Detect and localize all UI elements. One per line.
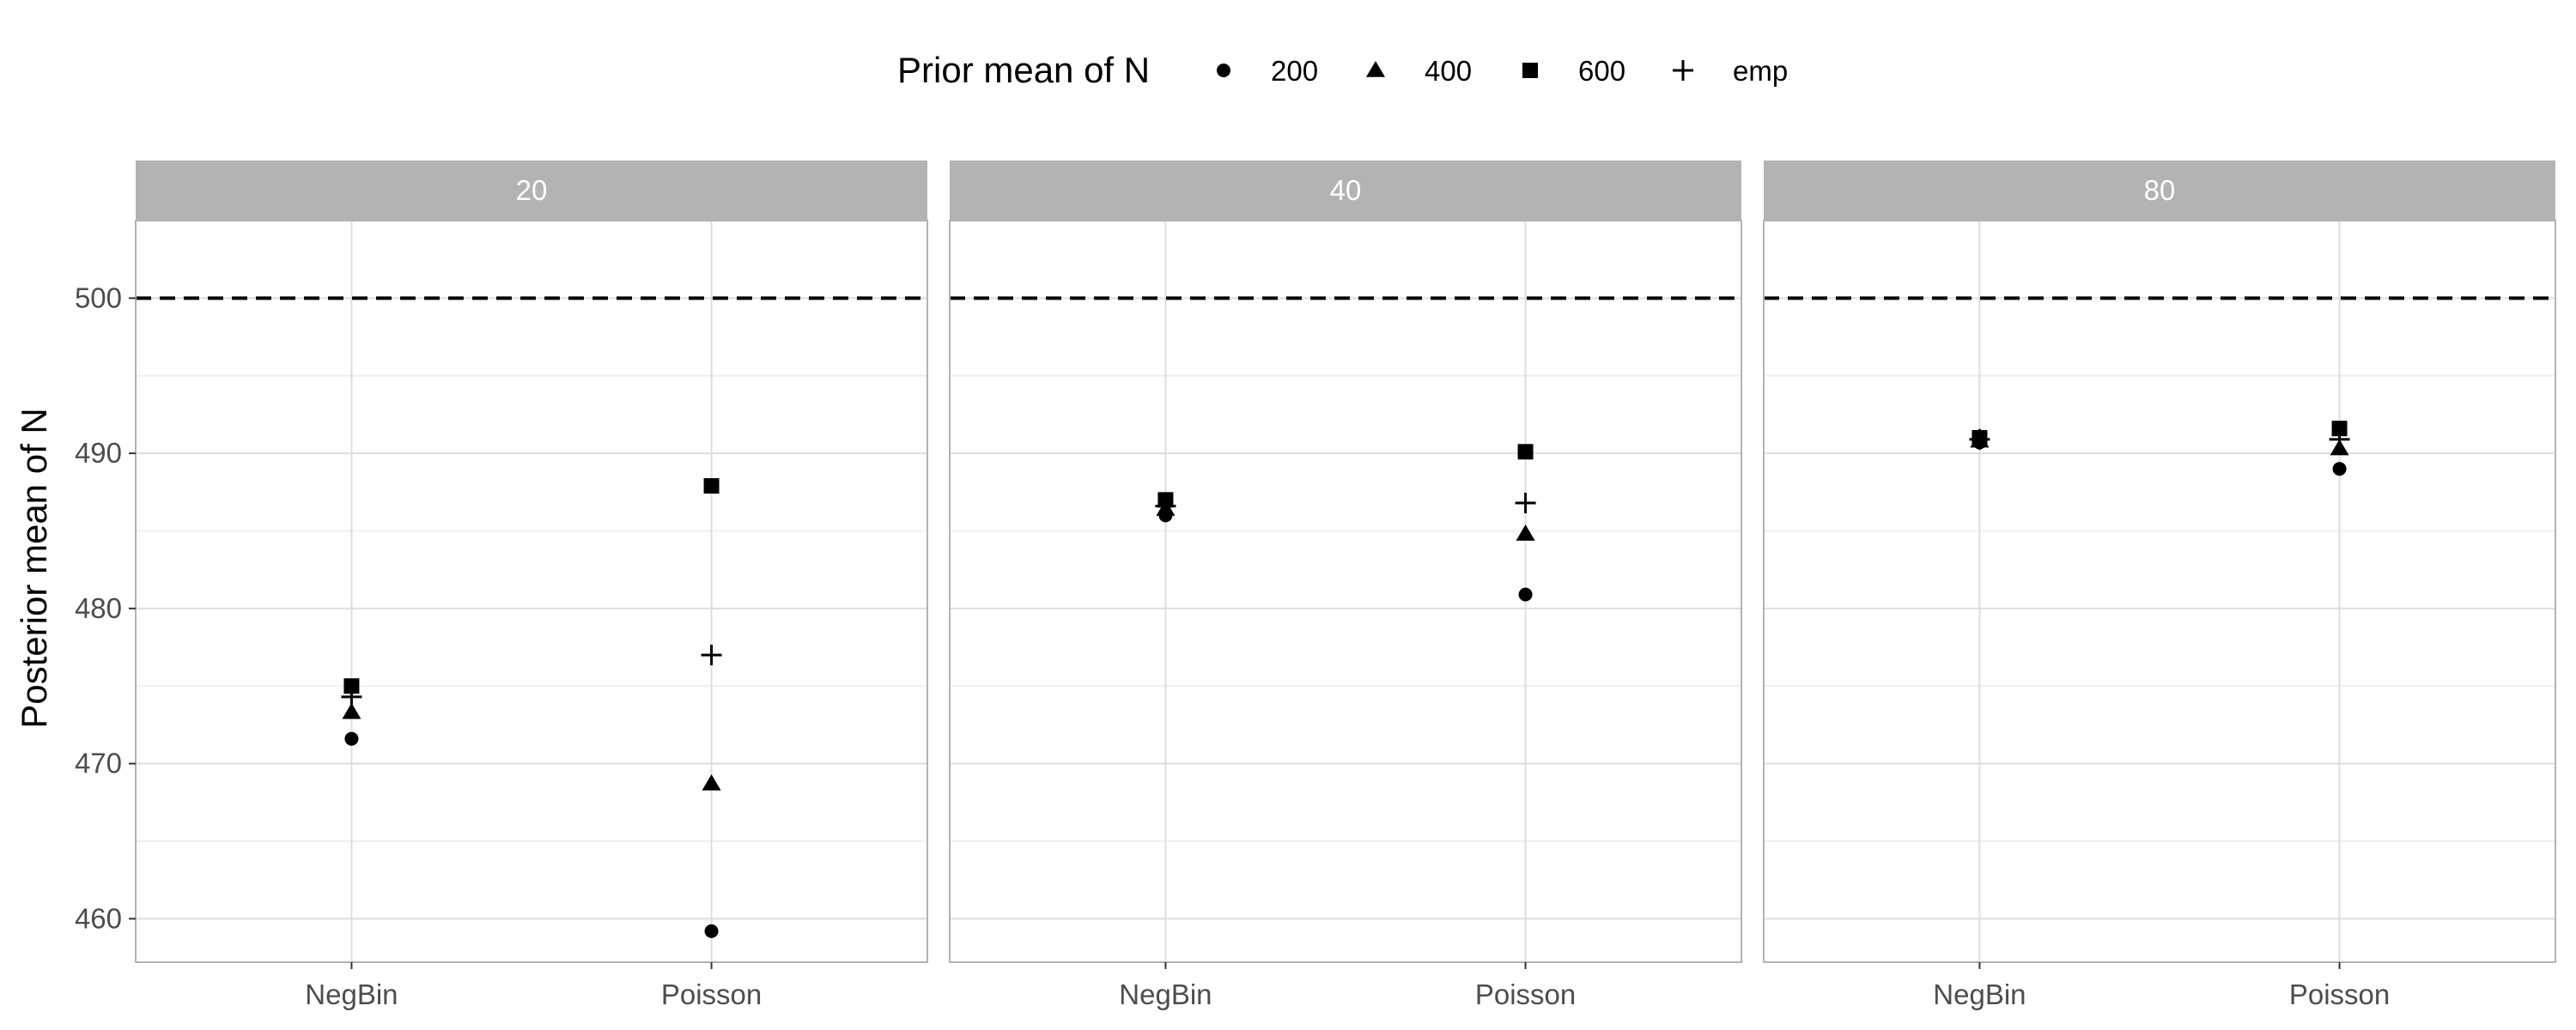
- data-point-Poisson-200: [2332, 462, 2347, 476]
- x-tick-label: Poisson: [661, 978, 762, 1010]
- legend-entry-600: 600: [1522, 55, 1625, 87]
- data-point-NegBin-emp: [1155, 495, 1176, 517]
- facet-strip: [1764, 161, 2555, 221]
- data-point-NegBin-400: [342, 702, 361, 719]
- legend-entry-200: 200: [1217, 55, 1318, 87]
- panel-border: [1763, 220, 2556, 963]
- legend-label-600: 600: [1578, 55, 1625, 87]
- legend-title: Prior mean of N: [897, 50, 1150, 90]
- facet-panel-80: 80 NegBin Poisson: [1763, 161, 2556, 1010]
- legend-circle-icon: [1217, 64, 1230, 77]
- x-tick-label: Poisson: [2289, 978, 2390, 1010]
- legend-plus-icon: [1673, 60, 1693, 81]
- data-point-Poisson-200: [1518, 587, 1533, 602]
- legend: Prior mean of N 200 400 600 emp: [897, 50, 1788, 90]
- x-tick-label: NegBin: [1119, 978, 1212, 1010]
- data-point-Poisson-emp: [1515, 492, 1536, 513]
- facet-strip-label: 80: [2144, 174, 2176, 206]
- data-point-NegBin-200: [344, 731, 359, 746]
- legend-entries: 200 400 600 emp: [1217, 55, 1788, 87]
- data-point-Poisson-600: [1517, 444, 1534, 460]
- y-axis: 460 470 480 490 500: [75, 282, 136, 934]
- y-axis-title: Posterior mean of N: [14, 408, 54, 729]
- panel-border: [949, 220, 1742, 963]
- y-tick-label: 460: [75, 902, 122, 934]
- data-point-Poisson-600: [2331, 421, 2348, 437]
- data-point-Poisson-400: [1516, 524, 1535, 541]
- legend-label-400: 400: [1425, 55, 1472, 87]
- data-point-Poisson-200: [704, 924, 719, 938]
- panel-border: [135, 220, 928, 963]
- facet-strip-label: 20: [516, 174, 548, 206]
- facet-panel-40: 40 NegBin Poisson: [949, 161, 1742, 1010]
- data-point-Poisson-emp: [701, 645, 722, 666]
- data-point-Poisson-400: [702, 774, 721, 791]
- y-tick-label: 490: [75, 437, 122, 469]
- y-tick-label: 500: [75, 282, 122, 313]
- facet-strip: [136, 161, 927, 221]
- data-point-NegBin-emp: [341, 686, 362, 707]
- legend-triangle-icon: [1366, 61, 1385, 77]
- facet-panel-20: 20 NegBin Poisson: [135, 161, 928, 1010]
- data-point-Poisson-emp: [2329, 428, 2350, 450]
- data-point-NegBin-600: [343, 678, 360, 694]
- legend-entry-emp: emp: [1673, 55, 1788, 87]
- y-tick-label: 480: [75, 592, 122, 624]
- legend-label-200: 200: [1271, 55, 1318, 87]
- x-tick-label: Poisson: [1475, 978, 1576, 1010]
- legend-entry-400: 400: [1366, 55, 1472, 87]
- y-tick-label: 470: [75, 748, 122, 779]
- facet-strip: [950, 161, 1741, 221]
- x-tick-label: NegBin: [1933, 978, 2026, 1010]
- facet-panels: 20 NegBin Poisson 40 NegBin Poisson 80 NegBin Po…: [135, 161, 2556, 1010]
- facet-strip-label: 40: [1330, 174, 1362, 206]
- x-tick-label: NegBin: [305, 978, 398, 1010]
- legend-square-icon: [1522, 63, 1538, 78]
- legend-label-emp: emp: [1733, 55, 1788, 87]
- data-point-NegBin-emp: [1969, 428, 1990, 450]
- data-point-Poisson-600: [703, 478, 720, 494]
